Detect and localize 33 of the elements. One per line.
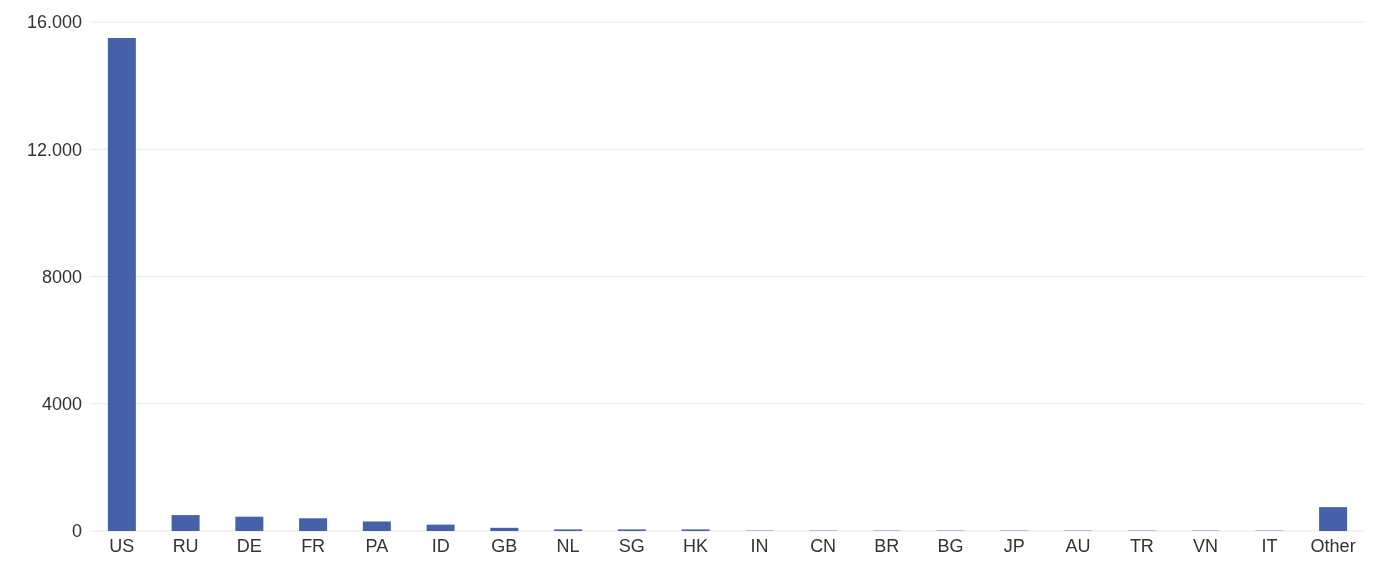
x-tick-label: BG: [937, 535, 964, 556]
y-tick-label: 12.000: [26, 139, 82, 160]
x-tick-label: BR: [874, 535, 900, 556]
x-tick-label: IT: [1261, 535, 1278, 556]
x-tick-label: ID: [431, 535, 450, 556]
x-tick-label: Other: [1310, 535, 1356, 556]
bar: [426, 524, 455, 531]
y-tick-label: 4000: [41, 394, 82, 415]
bar: [171, 515, 200, 531]
x-tick-label: RU: [172, 535, 199, 556]
x-tick-label: AU: [1065, 535, 1091, 556]
x-tick-label: CN: [810, 535, 837, 556]
bar: [235, 516, 264, 531]
bar: [299, 518, 328, 531]
bar: [362, 521, 391, 531]
x-tick-label: HK: [683, 535, 709, 556]
x-tick-label: PA: [365, 535, 389, 556]
x-tick-label: VN: [1193, 535, 1219, 556]
x-tick-label: IN: [750, 535, 769, 556]
bar: [490, 527, 519, 531]
y-tick-label: 0: [71, 521, 82, 542]
x-tick-label: JP: [1003, 535, 1025, 556]
bar: [107, 37, 136, 531]
x-tick-label: TR: [1129, 535, 1154, 556]
x-tick-label: NL: [556, 535, 580, 556]
x-tick-label: DE: [236, 535, 262, 556]
y-tick-label: 8000: [41, 266, 82, 287]
x-tick-label: FR: [301, 535, 326, 556]
x-tick-label: US: [109, 535, 135, 556]
x-tick-label: SG: [618, 535, 645, 556]
bar: [1319, 507, 1348, 531]
x-tick-label: GB: [491, 535, 518, 556]
y-tick-label: 16.000: [26, 12, 82, 33]
